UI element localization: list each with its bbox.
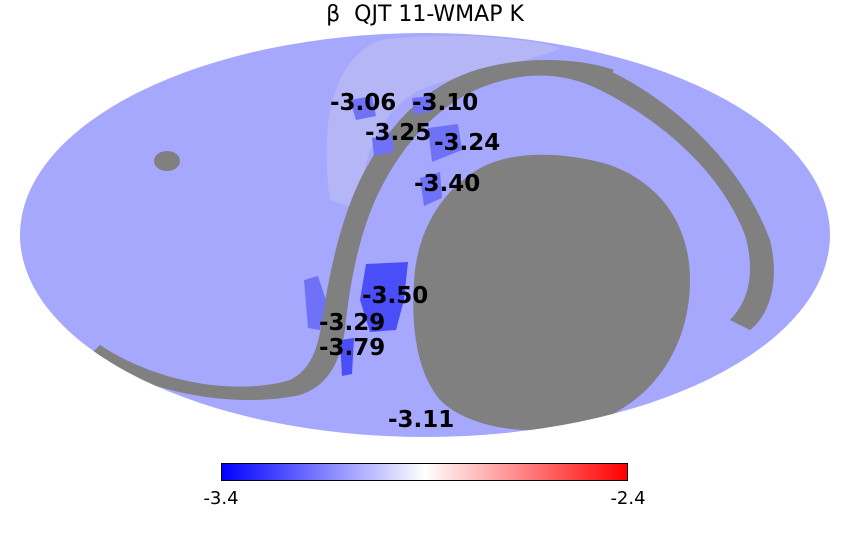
colorbar-max-label: -2.4 <box>610 488 646 509</box>
map-title: β QJT 11-WMAP K <box>326 2 524 27</box>
region-label-r2: -3.10 <box>412 90 478 116</box>
galactic-mask-band <box>90 60 614 401</box>
colorbar <box>221 463 628 481</box>
patch-r2 <box>412 96 432 114</box>
region-label-r8: -3.79 <box>319 335 385 361</box>
patch-r5 <box>420 172 442 206</box>
region-label-r7: -3.29 <box>319 310 385 336</box>
region-label-r5: -3.40 <box>414 171 480 197</box>
patch-r8 <box>340 338 354 376</box>
region-label-r4: -3.24 <box>434 130 500 156</box>
haze-region <box>326 35 560 211</box>
colorbar-min-label: -3.4 <box>203 488 239 509</box>
patch-r3 <box>372 134 394 156</box>
region-label-r1: -3.06 <box>330 90 396 116</box>
patch-r7 <box>304 276 326 330</box>
patch-r4 <box>428 124 462 162</box>
mollweide-map: -3.06 -3.10 -3.25 -3.24 -3.40 -3.50 -3.2… <box>20 33 830 437</box>
galactic-mask-arc <box>600 72 774 330</box>
galactic-mask-disk <box>413 154 690 431</box>
patch-r1 <box>350 96 376 120</box>
mask-island <box>154 151 180 171</box>
region-label-r9: -3.11 <box>388 407 454 433</box>
region-label-r3: -3.25 <box>365 120 431 146</box>
region-label-r6: -3.50 <box>362 283 428 309</box>
patch-r6 <box>360 262 408 332</box>
